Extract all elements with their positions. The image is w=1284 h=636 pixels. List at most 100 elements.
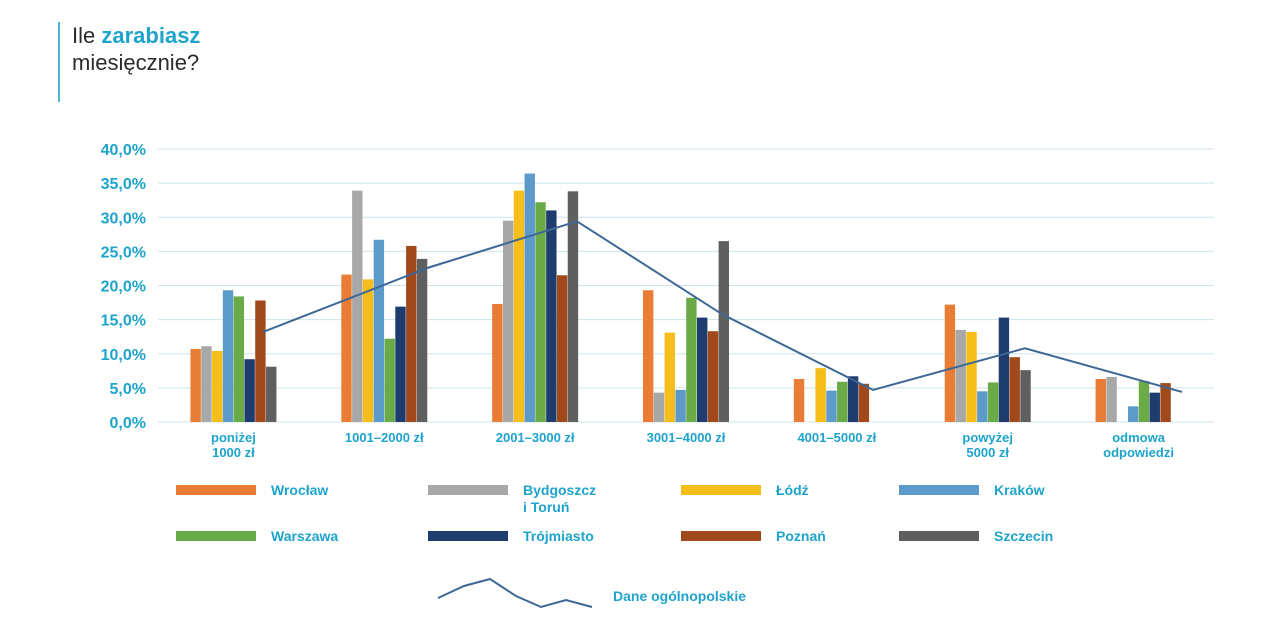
- bar: [1009, 357, 1020, 422]
- bar: [955, 329, 966, 422]
- chart-heading: Ile zarabiasz miesięcznie?: [58, 22, 200, 102]
- bar: [815, 368, 826, 422]
- legend-swatch: [681, 485, 761, 495]
- bar: [535, 202, 546, 422]
- bar: [341, 274, 352, 422]
- bar: [653, 392, 665, 422]
- legend-label-national: Dane ogólnopolskie: [613, 588, 746, 604]
- legend-label: Wrocław: [271, 482, 328, 498]
- legend-label-line: Kraków: [994, 482, 1045, 498]
- x-tick-label-line: powyżej: [962, 430, 1013, 445]
- legend-swatch: [428, 485, 508, 495]
- bar: [847, 376, 859, 422]
- x-tick-label: 4001–5000 zł: [797, 430, 876, 445]
- bar: [524, 173, 535, 422]
- y-tick-label: 35,0%: [101, 176, 146, 193]
- x-tick-label-line: odpowiedzi: [1103, 445, 1174, 460]
- legend-line-swatch: [437, 577, 593, 609]
- legend-swatch: [899, 531, 979, 541]
- bar: [686, 297, 697, 422]
- legend-label-line: Łódź: [776, 482, 809, 498]
- bar: [502, 220, 514, 422]
- bar: [1149, 392, 1160, 422]
- x-tick-label-line: odmowa: [1112, 430, 1165, 445]
- y-tick-label: 30,0%: [101, 210, 146, 227]
- bar: [1095, 379, 1106, 422]
- bar: [1138, 381, 1150, 422]
- bar: [675, 389, 686, 422]
- bar: [492, 303, 503, 422]
- legend-label: Szczecin: [994, 528, 1053, 544]
- legend-swatch: [176, 485, 256, 495]
- bar: [1106, 376, 1117, 422]
- x-tick-label-line: 3001–4000 zł: [647, 430, 726, 445]
- y-tick-label: 5,0%: [110, 381, 146, 398]
- legend-swatch: [428, 531, 508, 541]
- bar: [837, 381, 848, 422]
- x-tick-label: 1001–2000 zł: [345, 430, 424, 445]
- bar: [1127, 406, 1139, 422]
- bar: [556, 275, 568, 422]
- bar: [826, 390, 837, 422]
- bar: [977, 391, 988, 422]
- bar: [643, 290, 654, 422]
- bar: [395, 306, 406, 422]
- bar: [966, 331, 977, 422]
- x-tick-label: odmowa odpowiedzi: [1103, 430, 1174, 460]
- bar: [255, 300, 266, 422]
- y-tick-label: 20,0%: [101, 279, 146, 296]
- bar: [998, 317, 1010, 422]
- y-tick-label: 0,0%: [110, 415, 146, 432]
- bar: [201, 346, 212, 422]
- bar: [416, 258, 428, 422]
- x-tick-label: poniżej 1000 zł: [211, 430, 256, 460]
- x-tick-label: 3001–4000 zł: [647, 430, 726, 445]
- legend-swatch: [681, 531, 761, 541]
- bar: [1160, 383, 1171, 422]
- bar: [244, 359, 255, 422]
- legend-label: Warszawa: [271, 528, 338, 544]
- bar: [406, 245, 417, 422]
- heading-bold: zarabiasz: [101, 23, 201, 48]
- bar: [233, 296, 245, 422]
- legend-label-line: Bydgoszcz: [523, 482, 596, 498]
- legend-label-line: Wrocław: [271, 482, 328, 498]
- bar: [513, 190, 525, 422]
- legend-label: Łódź: [776, 482, 809, 498]
- x-tick-label-line: 1001–2000 zł: [345, 430, 424, 445]
- bar: [373, 239, 385, 422]
- national-average-line: [262, 220, 1183, 393]
- legend-label: Trójmiasto: [523, 528, 594, 544]
- bar: [858, 383, 870, 422]
- bar: [718, 241, 729, 422]
- y-tick-label: 40,0%: [101, 142, 146, 159]
- y-tick-label: 15,0%: [101, 313, 146, 330]
- legend-label-line: Warszawa: [271, 528, 338, 544]
- bar: [707, 331, 719, 422]
- legend-label-line: Poznań: [776, 528, 826, 544]
- legend-label-line: Szczecin: [994, 528, 1053, 544]
- bar: [212, 351, 223, 422]
- bar: [1020, 370, 1031, 422]
- bar: [222, 290, 234, 422]
- heading-line-1: Ile zarabiasz: [72, 22, 200, 50]
- bar: [352, 190, 363, 422]
- x-tick-label-line: 1000 zł: [212, 445, 255, 460]
- legend-label-line: i Toruń: [523, 499, 569, 515]
- legend-label: Bydgoszcz i Toruń: [523, 482, 596, 515]
- y-tick-label: 10,0%: [101, 347, 146, 364]
- bar: [697, 317, 708, 422]
- x-tick-label-line: 5000 zł: [966, 445, 1009, 460]
- x-tick-label-line: 2001–3000 zł: [496, 430, 575, 445]
- bar: [987, 382, 999, 422]
- x-tick-label-line: poniżej: [211, 430, 256, 445]
- bar: [944, 304, 956, 422]
- legend-swatch: [176, 531, 256, 541]
- heading-prefix: Ile: [72, 23, 96, 48]
- bar: [362, 279, 374, 422]
- y-tick-label: 25,0%: [101, 244, 146, 261]
- x-tick-label: powyżej 5000 zł: [962, 430, 1013, 460]
- bar: [567, 191, 579, 422]
- x-tick-label: 2001–3000 zł: [496, 430, 575, 445]
